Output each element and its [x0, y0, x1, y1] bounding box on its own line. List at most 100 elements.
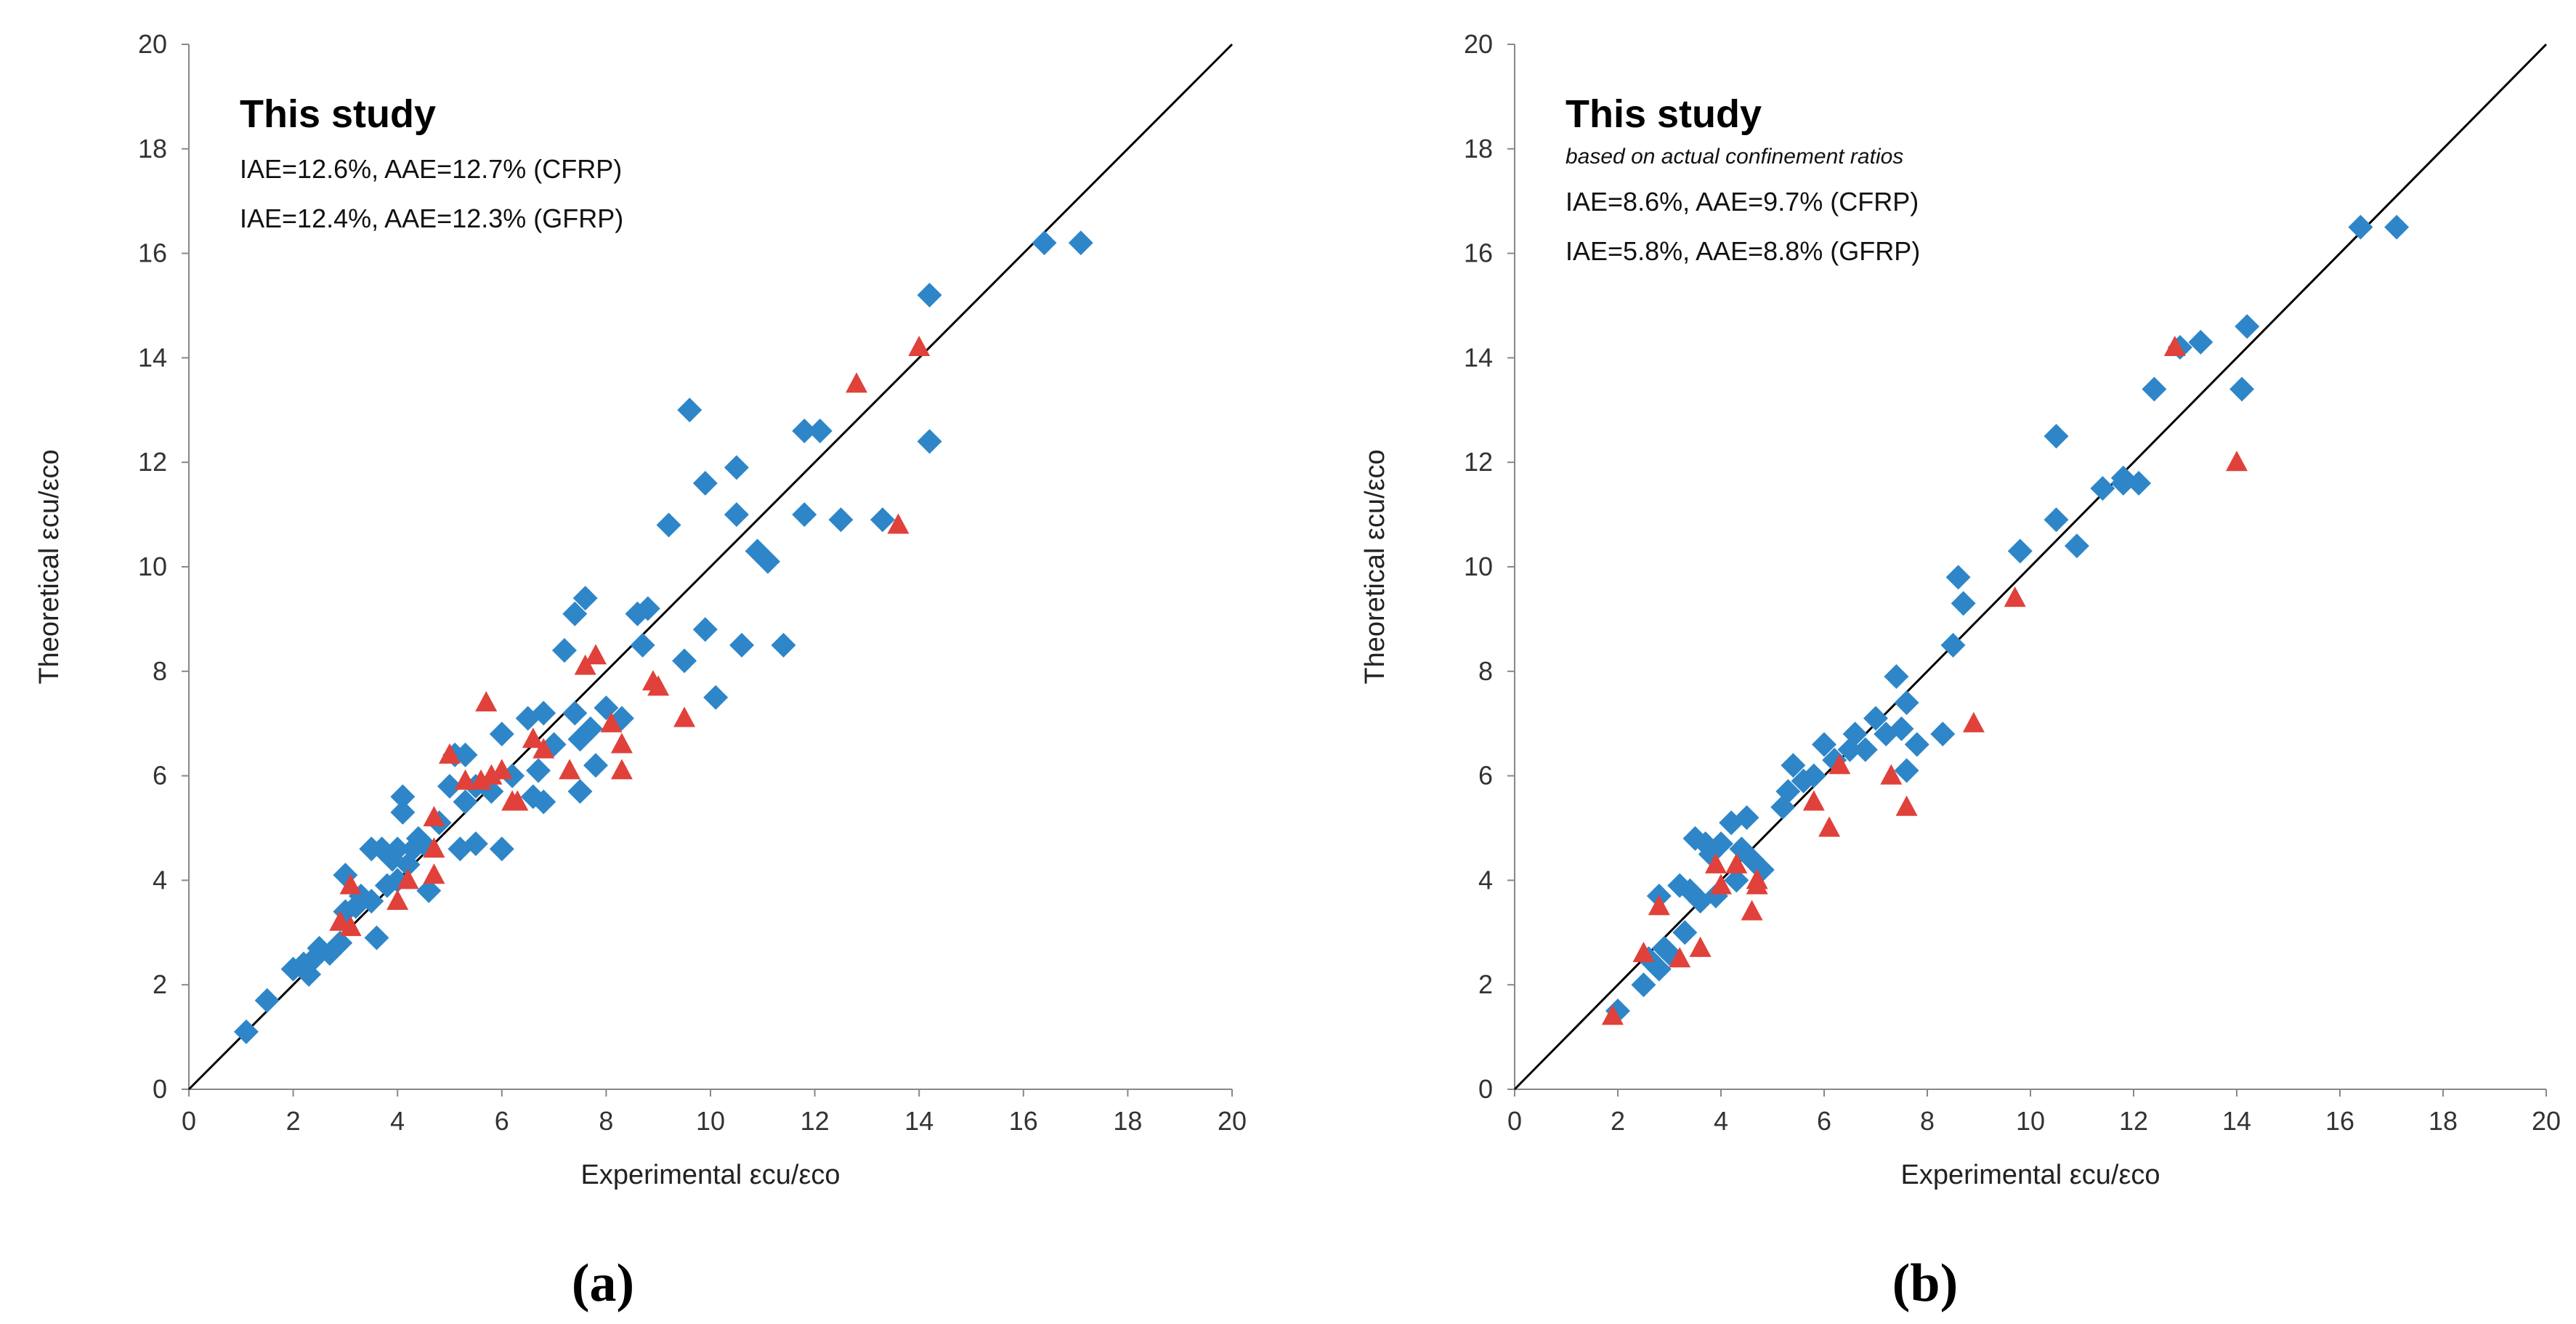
data-point-gfrp	[1601, 1004, 1624, 1025]
data-point-gfrp	[600, 711, 623, 732]
data-point-gfrp	[610, 732, 633, 754]
series-cfrp	[1605, 214, 2410, 1024]
annotation-line: IAE=8.6%, AAE=9.7% (CFRP)	[1566, 187, 1919, 217]
data-point-cfrp	[870, 507, 895, 533]
data-point-cfrp	[2126, 470, 2152, 496]
x-tick-label: 6	[1817, 1106, 1831, 1136]
data-point-cfrp	[562, 601, 588, 626]
annotation-subtitle: based on actual confinement ratios	[1566, 145, 1903, 169]
data-point-gfrp	[2226, 451, 2248, 472]
data-point-cfrp	[2007, 538, 2033, 564]
reference-line-y-equals-x	[187, 43, 1234, 1091]
data-point-gfrp	[1895, 795, 1918, 816]
y-tick-label: 8	[153, 656, 167, 686]
data-point-cfrp	[254, 988, 280, 1013]
data-point-cfrp	[917, 429, 942, 454]
y-tick-label: 2	[1478, 969, 1493, 999]
annotation-line: IAE=5.8%, AAE=8.8% (GFRP)	[1566, 236, 1920, 266]
data-point-cfrp	[296, 961, 322, 987]
y-tick-label: 12	[138, 447, 167, 477]
data-point-cfrp	[526, 758, 551, 783]
y-tick-label: 18	[138, 134, 167, 164]
data-point-cfrp	[703, 685, 729, 710]
y-tick-label: 6	[1478, 761, 1493, 791]
data-point-cfrp	[531, 701, 556, 726]
data-point-cfrp	[1812, 732, 1836, 757]
reference-line-y-equals-x	[1513, 43, 2548, 1091]
data-point-gfrp	[559, 759, 581, 780]
x-axis-label: Experimental εcu/εco	[580, 1160, 840, 1190]
data-point-gfrp	[1746, 873, 1768, 895]
data-point-gfrp	[1689, 936, 1712, 957]
x-tick-label: 10	[2016, 1106, 2045, 1136]
data-point-cfrp	[1775, 779, 1801, 804]
data-point-gfrp	[454, 769, 477, 790]
x-tick-label: 8	[599, 1106, 613, 1136]
data-point-cfrp	[635, 596, 660, 621]
data-point-cfrp	[792, 502, 817, 528]
data-point-cfrp	[1068, 230, 1093, 256]
data-point-cfrp	[551, 638, 577, 663]
data-point-gfrp	[1725, 852, 1748, 873]
x-tick-label: 12	[801, 1106, 830, 1136]
data-point-cfrp	[531, 789, 556, 815]
data-point-gfrp	[1704, 852, 1727, 873]
data-point-cfrp	[1930, 722, 1956, 747]
data-point-cfrp	[1672, 920, 1698, 945]
data-point-cfrp	[1842, 722, 1868, 747]
data-point-gfrp	[846, 372, 868, 393]
data-point-cfrp	[2229, 376, 2255, 402]
data-point-cfrp	[2090, 476, 2115, 501]
data-point-gfrp	[1880, 764, 1903, 785]
data-point-cfrp	[2384, 214, 2410, 240]
series-cfrp	[233, 230, 1093, 1044]
data-point-cfrp	[755, 549, 780, 574]
data-point-gfrp	[490, 759, 513, 780]
annotation-title: This study	[240, 92, 436, 136]
data-point-gfrp	[480, 764, 503, 785]
data-point-cfrp	[328, 930, 353, 956]
data-point-cfrp	[1032, 230, 1057, 256]
data-point-cfrp	[364, 925, 389, 950]
data-point-gfrp	[1962, 711, 1985, 732]
data-point-gfrp	[475, 690, 498, 711]
data-point-cfrp	[2235, 314, 2260, 339]
data-point-gfrp	[610, 759, 633, 780]
x-tick-label: 20	[2532, 1106, 2561, 1136]
data-point-cfrp	[567, 779, 593, 804]
data-point-cfrp	[1884, 663, 1909, 689]
y-tick-label: 2	[153, 969, 167, 999]
data-point-cfrp	[917, 283, 942, 308]
data-point-cfrp	[385, 836, 410, 862]
data-point-gfrp	[1741, 900, 1763, 921]
x-tick-label: 16	[1009, 1106, 1038, 1136]
data-point-cfrp	[1631, 972, 1656, 998]
y-tick-label: 20	[138, 29, 167, 59]
data-point-cfrp	[489, 722, 514, 747]
x-tick-label: 20	[1218, 1106, 1247, 1136]
data-point-cfrp	[692, 617, 718, 642]
x-tick-label: 14	[2222, 1106, 2251, 1136]
y-tick-label: 0	[153, 1074, 167, 1104]
data-point-cfrp	[2348, 214, 2373, 240]
data-point-cfrp	[792, 419, 817, 444]
y-tick-label: 4	[153, 865, 167, 895]
data-point-cfrp	[572, 586, 598, 611]
data-point-gfrp	[1828, 754, 1851, 775]
data-point-gfrp	[1710, 873, 1732, 895]
y-tick-label: 8	[1478, 656, 1493, 686]
data-point-gfrp	[574, 654, 596, 675]
data-point-cfrp	[2142, 376, 2167, 402]
x-tick-label: 2	[1611, 1106, 1625, 1136]
y-tick-label: 6	[153, 761, 167, 791]
x-tick-label: 4	[1714, 1106, 1728, 1136]
annotation-line: IAE=12.6%, AAE=12.7% (CFRP)	[240, 154, 622, 184]
data-point-cfrp	[1894, 758, 1919, 783]
y-tick-label: 10	[1464, 552, 1493, 581]
data-point-cfrp	[463, 831, 488, 857]
x-tick-label: 16	[2325, 1106, 2354, 1136]
data-point-cfrp	[1852, 737, 1878, 762]
data-point-cfrp	[359, 889, 384, 914]
data-point-gfrp	[1802, 790, 1825, 811]
data-point-gfrp	[887, 513, 910, 534]
